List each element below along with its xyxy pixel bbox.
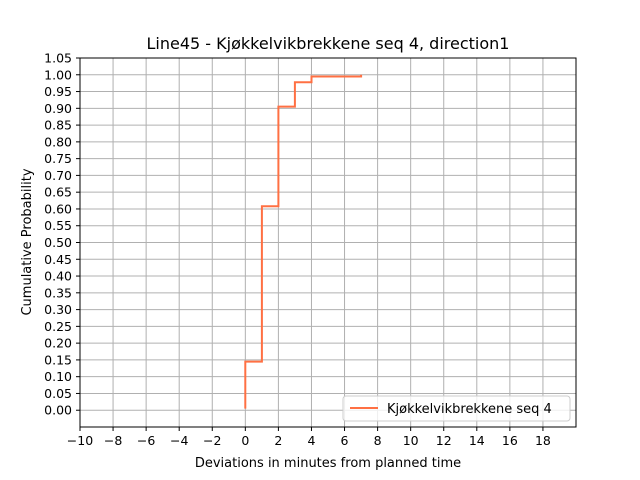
y-tick-label: 0.30 bbox=[44, 302, 72, 317]
y-tick-label: 0.45 bbox=[44, 252, 72, 267]
y-tick-label: 0.05 bbox=[44, 386, 72, 401]
y-tick-label: 0.55 bbox=[44, 218, 72, 233]
legend-box bbox=[342, 395, 571, 422]
y-tick-label: 1.05 bbox=[44, 51, 72, 66]
y-tick-label: 0.35 bbox=[44, 285, 72, 300]
series-line bbox=[244, 74, 363, 409]
series-layer bbox=[244, 74, 363, 409]
x-tick-label: 4 bbox=[307, 433, 315, 448]
x-tick-label: 10 bbox=[403, 433, 419, 448]
y-axis-label: Cumulative Probability bbox=[20, 168, 35, 315]
y-tick-label: 0.65 bbox=[44, 185, 72, 200]
x-tick-label: 8 bbox=[374, 433, 382, 448]
x-axis: −10 −8 −6 −4 −2 0 2 4 6 8 10 12 14 16 18 bbox=[67, 427, 551, 448]
x-tick-label: −10 bbox=[67, 433, 93, 448]
y-tick-label: 0.70 bbox=[44, 168, 72, 183]
y-tick-label: 0.85 bbox=[44, 118, 72, 133]
grid bbox=[79, 57, 576, 427]
x-tick-label: −8 bbox=[104, 433, 122, 448]
x-tick-label: −4 bbox=[170, 433, 188, 448]
y-tick-label: 1.00 bbox=[44, 67, 72, 82]
x-tick-label: 2 bbox=[274, 433, 282, 448]
legend-label: Kjøkkelvikbrekkene seq 4 bbox=[387, 402, 552, 417]
y-tick-label: 0.20 bbox=[44, 336, 72, 351]
y-tick-label: 0.10 bbox=[44, 369, 72, 384]
y-tick-label: 0.60 bbox=[44, 201, 72, 216]
x-axis-label: Deviations in minutes from planned time bbox=[195, 456, 461, 471]
y-tick-label: 0.50 bbox=[44, 235, 72, 250]
x-tick-label: 18 bbox=[535, 433, 551, 448]
x-tick-label: −2 bbox=[203, 433, 221, 448]
x-tick-label: 12 bbox=[436, 433, 452, 448]
y-tick-label: 0.90 bbox=[44, 101, 72, 116]
y-tick-label: 0.95 bbox=[44, 84, 72, 99]
y-tick-label: 0.75 bbox=[44, 151, 72, 166]
y-tick-label: 0.25 bbox=[44, 319, 72, 334]
y-tick-label: 0.00 bbox=[44, 403, 72, 418]
legend: Kjøkkelvikbrekkene seq 4 bbox=[342, 395, 571, 422]
x-tick-label: 16 bbox=[502, 433, 518, 448]
x-tick-label: 6 bbox=[341, 433, 349, 448]
chart-title: Line45 - Kjøkkelvikbrekkene seq 4, direc… bbox=[147, 34, 510, 53]
y-axis: 0.00 0.05 0.10 0.150.20 0.25 0.30 0.350.40 0.45… bbox=[44, 51, 80, 418]
y-tick-label: 0.15 bbox=[44, 352, 72, 367]
y-tick-label: 0.40 bbox=[44, 269, 72, 284]
y-tick-label: 0.80 bbox=[44, 134, 72, 149]
x-tick-label: −6 bbox=[137, 433, 155, 448]
x-tick-label: 14 bbox=[469, 433, 485, 448]
x-tick-label: 0 bbox=[241, 433, 249, 448]
